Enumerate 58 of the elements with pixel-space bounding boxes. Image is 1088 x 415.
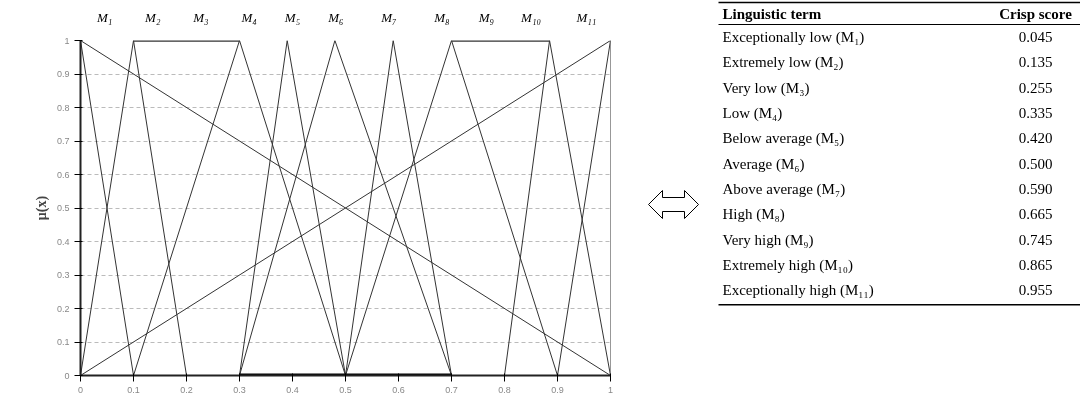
category-label: Above average (M₇) <box>722 180 846 198</box>
series-label: M₉ <box>477 9 495 25</box>
x-tick-label: 1 <box>608 384 614 395</box>
category-label: Average (M₆) <box>722 155 805 173</box>
data-label: 0.590 <box>1018 180 1053 197</box>
series-label: M₁₀ <box>520 9 541 25</box>
series-label: M₃ <box>192 9 209 25</box>
category-label: Very low (M₃) <box>722 79 810 97</box>
y-tick-label: 0.2 <box>56 303 70 314</box>
x-tick-label: 0.2 <box>180 384 193 395</box>
series-label: M₇ <box>380 9 398 25</box>
x-tick-label: 0.1 <box>127 384 140 395</box>
data-label: 0.865 <box>1018 256 1053 273</box>
data-label: 0.135 <box>1018 54 1053 71</box>
series-label: M₆ <box>327 9 344 25</box>
series-label: M₂ <box>144 9 161 25</box>
data-label: 0.335 <box>1018 105 1053 122</box>
text: Linguistic term <box>722 5 822 22</box>
x-tick-label: 0.7 <box>445 384 458 395</box>
series-label: M₁₁ <box>575 9 597 25</box>
category-label: Extremely low (M₂) <box>722 54 844 72</box>
data-label: 0.420 <box>1018 130 1053 147</box>
data-label: 0.255 <box>1018 79 1053 96</box>
category-label: Exceptionally high (M₁₁) <box>722 282 874 300</box>
x-tick-label: 0.3 <box>233 384 246 395</box>
data-label: 0.665 <box>1018 206 1053 223</box>
y-tick-label: 0.3 <box>56 270 70 280</box>
data-label: 0.500 <box>1018 155 1053 172</box>
y-axis-title: μ(x) <box>33 195 50 221</box>
y-tick-label: 0.5 <box>56 203 70 213</box>
y-tick-label: 0.6 <box>56 169 70 180</box>
y-tick-label: 0.4 <box>56 236 70 247</box>
category-label: Extremely high (M₁₀) <box>722 256 853 274</box>
x-tick-label: 0.6 <box>392 384 405 395</box>
data-label: 0.045 <box>1018 29 1053 46</box>
x-tick-label: 0.5 <box>339 384 352 395</box>
category-label: Very high (M₉) <box>722 231 814 249</box>
series-label: M₈ <box>433 9 451 25</box>
category-label: Exceptionally low (M₁) <box>722 29 865 47</box>
category-label: Low (M₄) <box>722 105 783 123</box>
data-label: 0.955 <box>1018 282 1053 299</box>
x-tick-label: 0.9 <box>551 384 564 395</box>
y-tick-label: 0.9 <box>56 69 70 79</box>
y-tick-label: 0.8 <box>56 102 70 113</box>
series-label: M₄ <box>240 9 258 25</box>
x-tick-label: 0.4 <box>286 384 299 395</box>
series-label: M₁ <box>95 9 113 25</box>
y-tick-label: 0.7 <box>56 136 70 146</box>
y-tick-label: 1 <box>64 35 70 46</box>
series-label: M₅ <box>283 9 301 25</box>
x-tick-label: 0 <box>78 384 84 395</box>
y-tick-label: 0.1 <box>56 337 70 347</box>
category-label: Below average (M₅) <box>722 130 845 148</box>
x-tick-label: 0.8 <box>498 384 511 395</box>
y-tick-label: 0 <box>64 370 70 381</box>
category-label: High (M₈) <box>722 206 785 224</box>
text: Crisp score <box>999 5 1073 22</box>
data-label: 0.745 <box>1018 231 1053 248</box>
